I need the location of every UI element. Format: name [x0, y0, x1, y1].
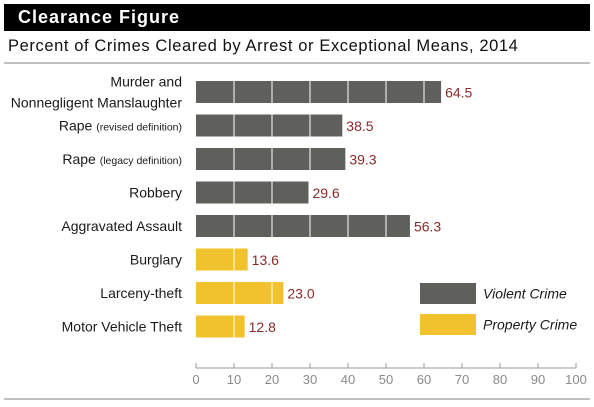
legend-swatch-property: [420, 314, 476, 335]
bar-value-label: 64.5: [445, 85, 472, 101]
x-tick-label: 10: [227, 372, 241, 387]
bar-violent: [196, 181, 309, 204]
category-label-part: Larceny-theft: [100, 285, 182, 301]
category-label-part: Aggravated Assault: [61, 218, 182, 234]
chart-subtitle: Percent of Crimes Cleared by Arrest or E…: [8, 37, 519, 55]
x-tick-label: 80: [493, 372, 507, 387]
category-label: Motor Vehicle Theft: [62, 319, 182, 335]
x-tick-label: 90: [531, 372, 545, 387]
bottom-divider: [4, 398, 590, 400]
category-label-part: (revised definition): [96, 122, 182, 134]
bar-value-label: 12.8: [249, 319, 276, 335]
bar-violent: [196, 81, 442, 103]
category-label: Rape (legacy definition): [62, 151, 182, 167]
x-tick-label: 70: [455, 372, 469, 387]
bar-violent: [196, 148, 346, 170]
category-label: Aggravated Assault: [61, 218, 182, 234]
category-label: Larceny-theft: [100, 285, 182, 301]
category-label: Robbery: [129, 185, 182, 201]
bar-value-label: 38.5: [346, 118, 373, 134]
legend-label-property: Property Crime: [483, 317, 577, 333]
x-tick-label: 100: [565, 372, 587, 387]
x-tick-label: 30: [303, 372, 317, 387]
bar-value-label: 56.3: [414, 219, 441, 235]
category-label-part: Rape: [59, 118, 96, 134]
category-label-part: (legacy definition): [100, 155, 182, 167]
category-label: Burglary: [130, 252, 182, 268]
bar-value-label: 13.6: [252, 252, 279, 268]
category-label-part: Nonnegligent Manslaughter: [11, 95, 183, 111]
category-label: Nonnegligent Manslaughter: [11, 95, 183, 111]
x-tick-label: 20: [265, 372, 279, 387]
banner-title: Clearance Figure: [18, 7, 181, 27]
bar-value-label: 29.6: [312, 185, 339, 201]
bar-property: [196, 248, 248, 271]
category-label-part: Robbery: [129, 185, 182, 201]
bar-violent: [196, 114, 343, 137]
top-divider: [4, 62, 590, 64]
x-tick-label: 50: [379, 372, 393, 387]
category-label-part: Burglary: [130, 252, 182, 268]
x-tick-label: 0: [192, 372, 199, 387]
category-label: Murder and: [110, 74, 182, 90]
category-label-part: Motor Vehicle Theft: [62, 319, 182, 335]
bar-violent: [196, 215, 410, 237]
category-label-part: Murder and: [110, 74, 182, 90]
bar-value-label: 39.3: [349, 152, 376, 168]
legend-label-violent: Violent Crime: [483, 286, 567, 302]
category-label-part: Rape: [62, 151, 99, 167]
bar-value-label: 23.0: [287, 286, 314, 302]
category-label: Rape (revised definition): [59, 118, 182, 134]
legend-swatch-violent: [420, 283, 476, 304]
bar-property: [196, 315, 245, 338]
bar-property: [196, 282, 284, 304]
title-banner: Clearance Figure: [4, 4, 590, 31]
x-tick-label: 60: [417, 372, 431, 387]
x-tick-label: 40: [341, 372, 355, 387]
